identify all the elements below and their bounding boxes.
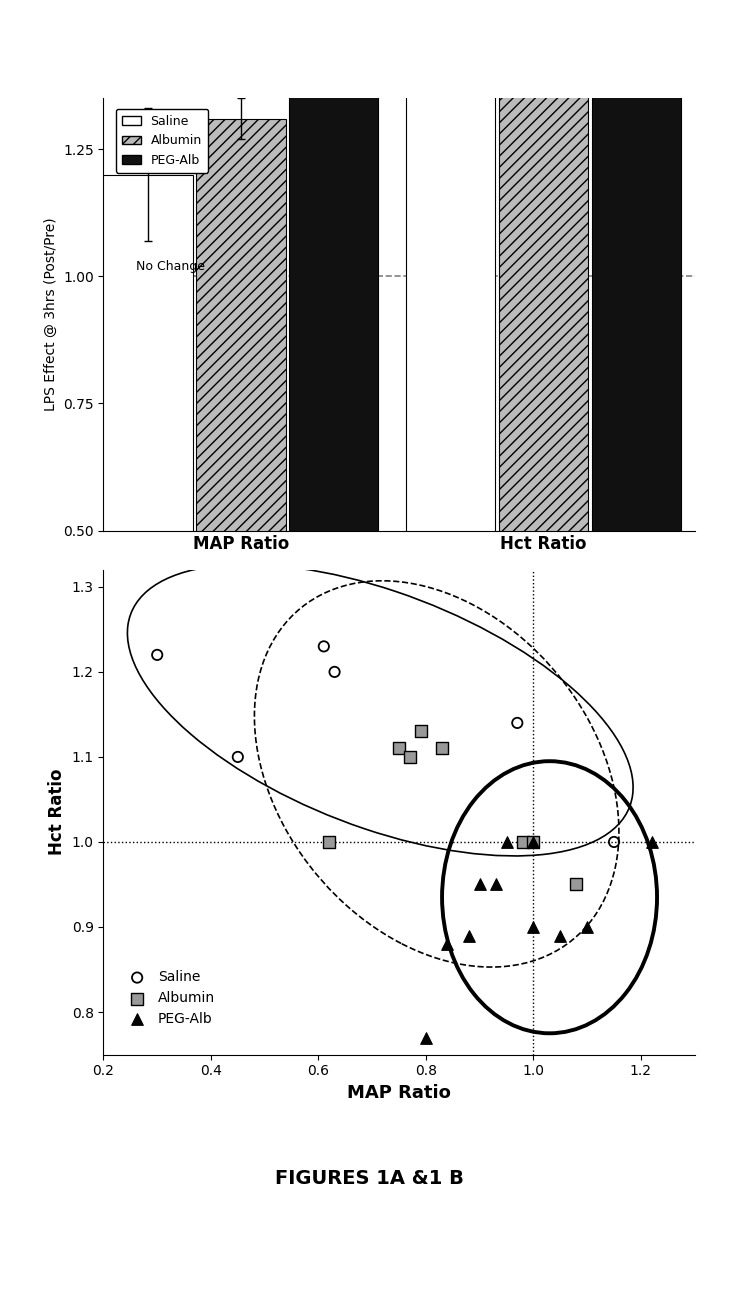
X-axis label: MAP Ratio: MAP Ratio (347, 1083, 451, 1102)
Point (528, 917, 539, 938)
Point (318, 635, 330, 656)
Point (151, 645, 163, 665)
Bar (591, 63, 681, 531)
Point (500, 832, 512, 853)
Point (232, 747, 244, 768)
Text: No Change: No Change (136, 261, 205, 274)
Point (393, 738, 405, 758)
Point (608, 832, 620, 853)
Point (329, 662, 341, 683)
Point (441, 934, 453, 955)
Point (436, 738, 448, 758)
Point (528, 832, 539, 853)
Point (646, 832, 658, 853)
Point (415, 721, 426, 741)
Bar (197, 119, 286, 531)
Point (554, 925, 566, 946)
Y-axis label: LPS Effect @ 3hrs (Post/Pre): LPS Effect @ 3hrs (Post/Pre) (44, 217, 58, 411)
Point (517, 832, 528, 853)
Point (404, 747, 416, 768)
Y-axis label: Hct Ratio: Hct Ratio (48, 769, 66, 855)
Point (571, 874, 582, 895)
Point (490, 874, 502, 895)
Bar (499, 0, 588, 531)
Bar (289, 37, 378, 531)
Point (582, 917, 593, 938)
Bar (406, 0, 495, 531)
Point (474, 874, 486, 895)
Point (463, 925, 475, 946)
Point (528, 832, 539, 853)
Point (511, 713, 523, 734)
Legend: Saline, Albumin, PEG-Alb: Saline, Albumin, PEG-Alb (115, 109, 208, 173)
Point (323, 832, 335, 853)
Point (528, 832, 539, 853)
Legend: Saline, Albumin, PEG-Alb: Saline, Albumin, PEG-Alb (116, 963, 222, 1034)
Bar (103, 174, 193, 531)
Point (420, 1027, 432, 1048)
Point (393, 738, 405, 758)
Text: FIGURES 1A &1 B: FIGURES 1A &1 B (275, 1170, 464, 1188)
